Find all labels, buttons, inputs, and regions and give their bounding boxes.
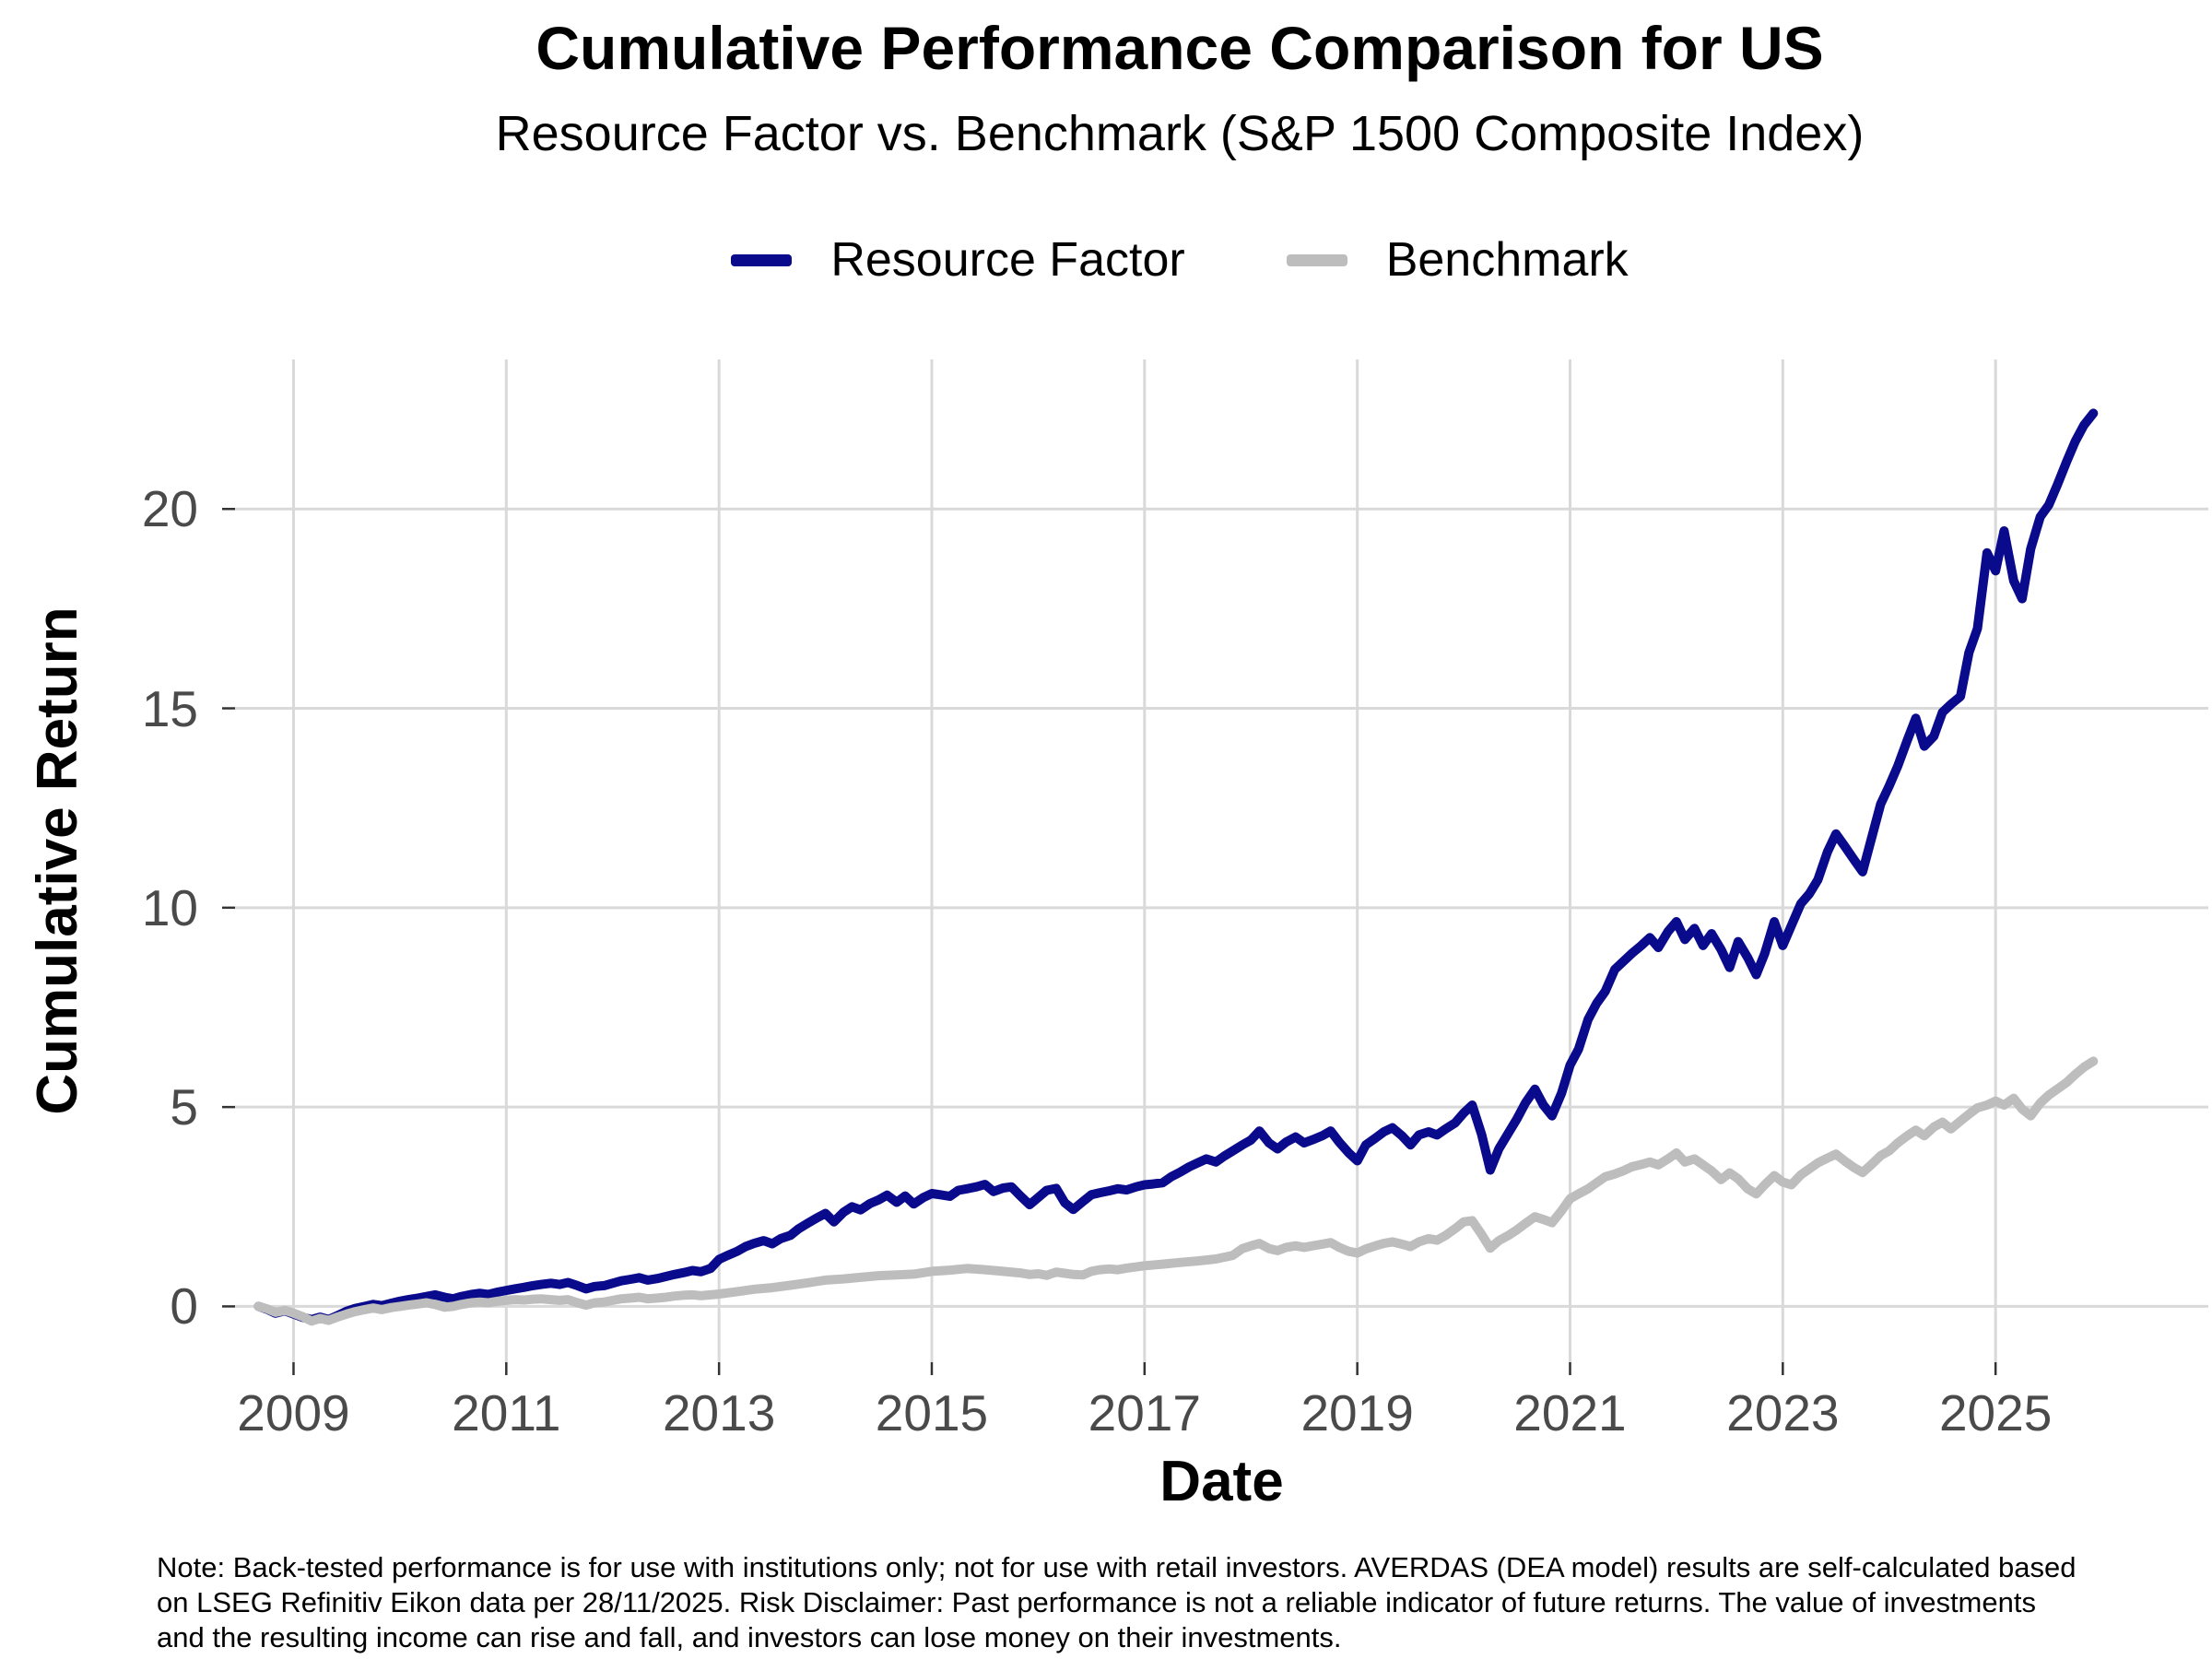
x-axis-title: Date [1159,1450,1284,1513]
series-line-resource-factor [253,408,2099,1324]
x-tick-label-2013: 2013 [662,1384,776,1441]
legend: Resource Factor Benchmark [147,232,2212,288]
legend-key-benchmark-swatch [1286,253,1347,266]
x-tick-label-2025: 2025 [1938,1384,2053,1441]
chart-title: Cumulative Performance Comparison for US [535,14,1824,82]
y-tick-label-20: 20 [141,480,198,538]
y-tick-label-10: 10 [141,878,198,936]
y-tick-label-5: 5 [170,1078,198,1136]
x-tick-label-2021: 2021 [1513,1384,1627,1441]
series-line-benchmark [253,1056,2099,1326]
legend-label-resource-factor: Resource Factor [830,233,1185,287]
x-tick-label-2015: 2015 [875,1384,989,1441]
chart-subtitle: Resource Factor vs. Benchmark (S&P 1500 … [495,106,1865,161]
disclaimer-note: Note: Back-tested performance is for use… [157,1551,2077,1653]
title-block: Cumulative Performance Comparison for US… [147,0,2212,162]
y-tick-label-0: 0 [170,1277,198,1335]
legend-item-benchmark: Benchmark [1286,232,1629,288]
legend-key-resource-factor-swatch [731,253,793,266]
legend-label-benchmark: Benchmark [1385,233,1629,287]
y-tick-label-15: 15 [141,679,198,737]
x-tick-label-2019: 2019 [1300,1384,1414,1441]
x-tick-label-2011: 2011 [452,1384,561,1441]
x-tick-label-2017: 2017 [1088,1384,1201,1441]
x-tick-label-2023: 2023 [1726,1384,1840,1441]
legend-item-resource-factor: Resource Factor [731,232,1185,288]
x-tick-label-2009: 2009 [237,1384,350,1441]
